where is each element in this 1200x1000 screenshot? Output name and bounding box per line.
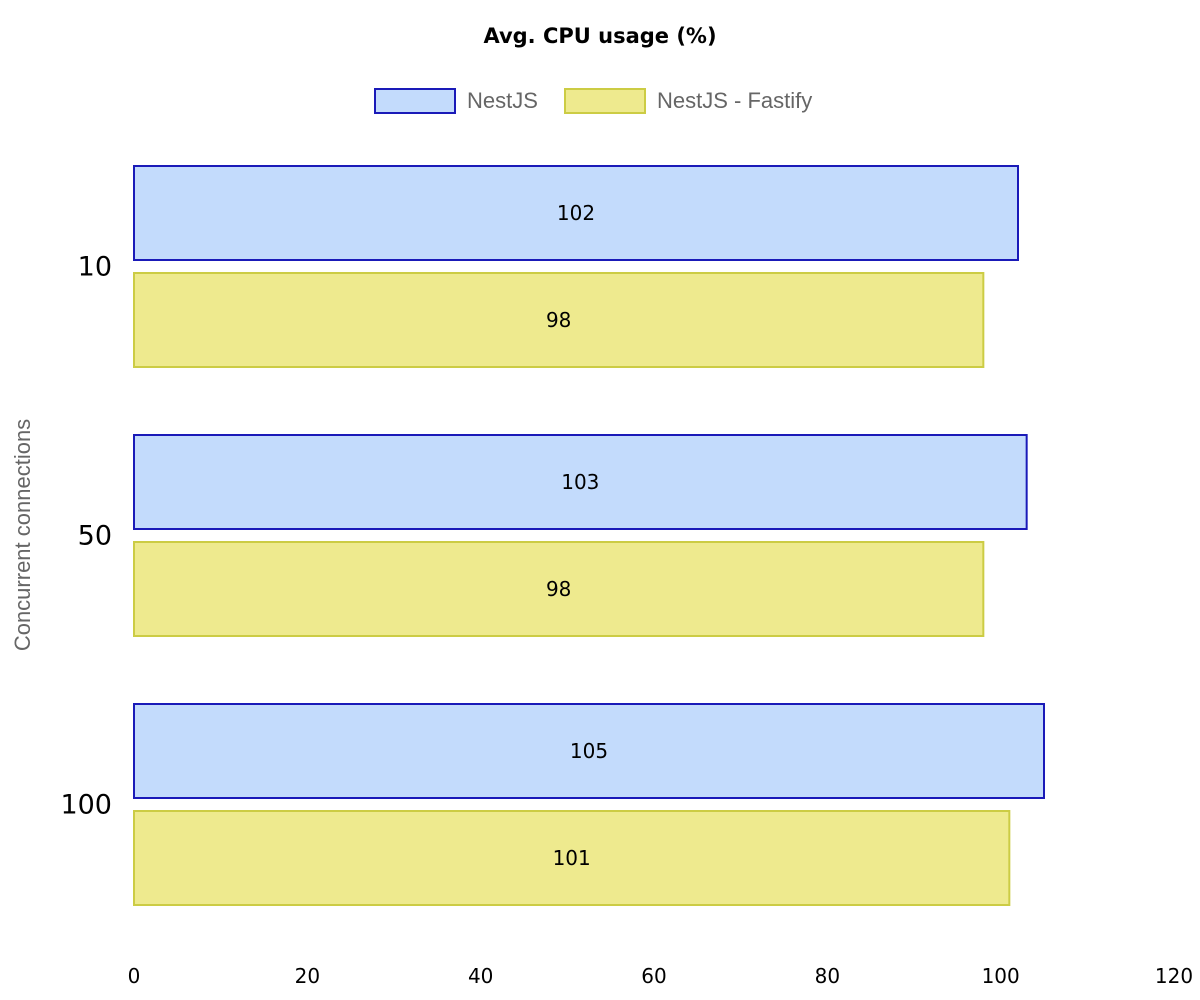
data-label: 98	[546, 308, 571, 332]
bar-nestjs-fastify-10[interactable]	[133, 272, 985, 368]
x-tick-label: 0	[128, 964, 141, 988]
data-label: 105	[570, 739, 608, 763]
bar-nestjs-10[interactable]	[133, 165, 1019, 261]
legend-label-nestjs: NestJS	[467, 88, 538, 113]
data-label: 103	[561, 470, 599, 494]
chart-title: Avg. CPU usage (%)	[483, 24, 716, 48]
legend-label-nestjs-fastify: NestJS - Fastify	[657, 88, 812, 113]
legend-item-nestjs[interactable]: NestJS	[374, 88, 538, 114]
x-tick-label: 40	[468, 964, 493, 988]
bar-nestjs-fastify-50[interactable]	[133, 541, 985, 637]
x-tick-label: 100	[982, 964, 1020, 988]
data-label: 102	[557, 201, 595, 225]
legend: NestJS NestJS - Fastify	[374, 88, 812, 114]
bar-nestjs-50[interactable]	[133, 434, 1028, 530]
legend-item-nestjs-fastify[interactable]: NestJS - Fastify	[564, 88, 812, 114]
data-label: 98	[546, 577, 571, 601]
data-label: 101	[553, 846, 591, 870]
x-tick-label: 60	[641, 964, 666, 988]
plot-area: 102 98 10 103 98 50 105 101 100 0 20 40 60 80 100 120	[60, 165, 1193, 988]
x-tick-label: 80	[815, 964, 840, 988]
legend-swatch-nestjs-fastify	[564, 88, 646, 114]
y-tick-label: 100	[60, 790, 112, 821]
bar-nestjs-100[interactable]	[133, 703, 1045, 799]
bar-nestjs-fastify-100[interactable]	[133, 810, 1011, 906]
y-tick-label: 10	[78, 252, 112, 283]
x-tick-label: 20	[295, 964, 320, 988]
x-tick-label: 120	[1155, 964, 1193, 988]
legend-swatch-nestjs	[374, 88, 456, 114]
y-tick-label: 50	[78, 521, 112, 552]
y-axis-label: Concurrent connections	[10, 419, 35, 651]
